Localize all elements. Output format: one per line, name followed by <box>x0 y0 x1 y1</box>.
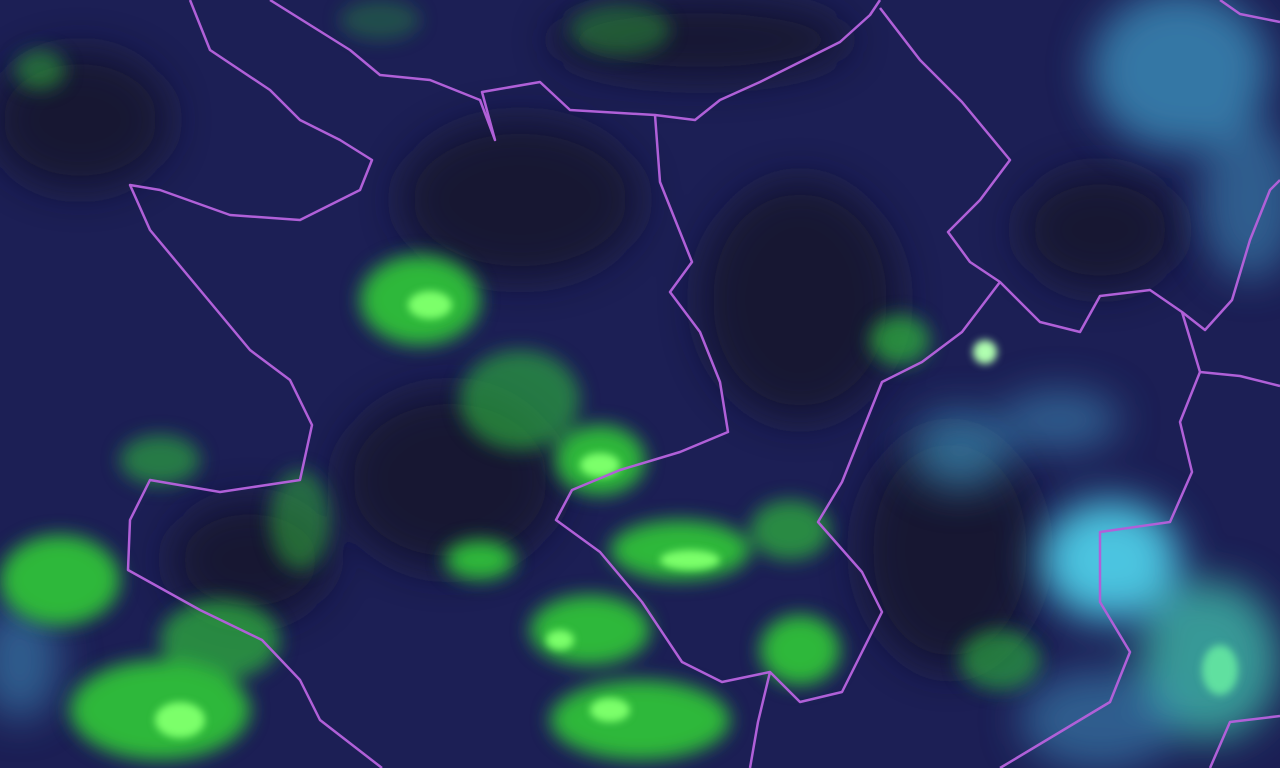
border-line <box>879 7 1280 334</box>
border-line <box>1219 0 1280 24</box>
border-line <box>126 0 383 768</box>
border-line <box>1199 370 1280 388</box>
border-line <box>1208 714 1280 768</box>
border-line <box>748 671 772 768</box>
vegetation-signal <box>0 0 1040 760</box>
border-line <box>554 114 1001 704</box>
administrative-borders <box>126 0 1280 768</box>
vegetation-bright-spots <box>155 291 1238 738</box>
border-line <box>269 0 882 142</box>
border-line <box>999 311 1202 768</box>
